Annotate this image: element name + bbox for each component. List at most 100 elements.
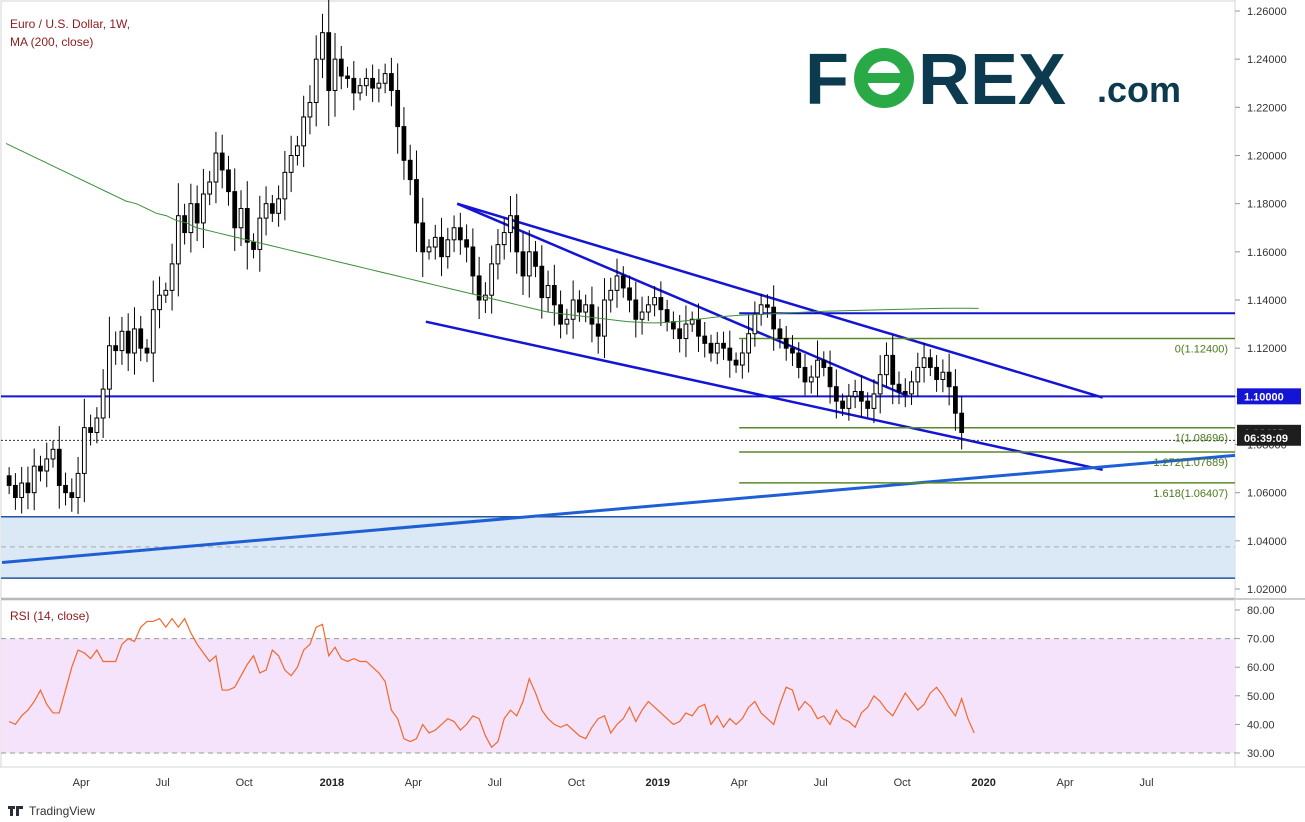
price-badges-layer: 1.100001.0848506:39:09	[1237, 388, 1301, 446]
candle-body	[733, 359, 739, 366]
candle-body	[232, 191, 238, 229]
tradingview-icon	[8, 806, 24, 816]
time-tick-label: 2019	[645, 777, 669, 789]
candle-body	[790, 347, 795, 354]
candle-body	[345, 75, 350, 79]
candle-body	[326, 32, 332, 91]
candle-body	[909, 381, 914, 395]
candle-body	[25, 482, 31, 494]
rsi-tick-label: 70.00	[1247, 634, 1275, 646]
time-tick-label: Oct	[568, 777, 585, 789]
candle-body	[157, 294, 162, 311]
rsi-line	[8, 617, 975, 749]
candle-body	[921, 357, 927, 368]
price-tick-label: 1.06000	[1247, 488, 1287, 500]
candle-body	[796, 352, 802, 368]
rsi-tick-label: 30.00	[1247, 748, 1275, 760]
candle-body	[6, 475, 12, 486]
candle-body	[877, 374, 883, 395]
candle-body	[564, 318, 570, 325]
candle-body	[457, 227, 463, 241]
candle-body	[545, 285, 551, 299]
price-badge-label: 06:39:09	[1244, 433, 1288, 445]
candle-body	[652, 297, 657, 306]
ma-layer	[5, 143, 979, 324]
candle-body	[395, 89, 401, 128]
candle-body	[727, 347, 733, 361]
candle-body	[50, 448, 56, 460]
candle-body	[815, 359, 820, 378]
candle-body	[577, 299, 582, 313]
candle-body	[777, 328, 783, 340]
candle-body	[752, 313, 758, 335]
candle-body	[940, 371, 946, 380]
candle-body	[420, 222, 426, 253]
candle-body	[219, 152, 225, 171]
price-tick-label: 1.20000	[1247, 151, 1287, 163]
candle-body	[69, 492, 75, 498]
candle-body	[765, 304, 770, 308]
candle-body	[307, 102, 313, 118]
rsi-tick-label: 40.00	[1247, 719, 1275, 731]
price-tick-label: 1.02000	[1247, 584, 1287, 596]
logo-suffix: .com	[1097, 69, 1181, 110]
fib-label: 1(1.08696)	[1175, 433, 1228, 445]
candle-body	[664, 309, 670, 323]
candle-body	[683, 323, 689, 340]
candle-body	[702, 335, 708, 344]
price-badge	[1237, 429, 1301, 446]
candle-body	[514, 215, 520, 253]
forex-logo: F REX .com	[805, 40, 1181, 120]
fib-label: 1.272(1.07689)	[1153, 457, 1228, 469]
price-badge	[1237, 388, 1301, 405]
wedge-lower-trendline	[425, 320, 1103, 472]
candle-body	[226, 169, 231, 193]
price-tick-label: 1.22000	[1247, 102, 1287, 114]
candle-body	[370, 77, 375, 89]
fib-label-layer: 0(1.12400) 1(1.08696) 1.272(1.07689) 1.618(…	[1153, 344, 1228, 500]
candle-body	[821, 359, 827, 368]
time-tick-label: Oct	[236, 777, 253, 789]
candle-body	[382, 73, 388, 84]
chart-title: Euro / U.S. Dollar, 1W,	[10, 17, 130, 31]
candle-body	[163, 289, 169, 296]
candle-body	[827, 366, 833, 388]
fib-label: 1.618(1.06407)	[1153, 488, 1228, 500]
candle-body	[658, 297, 664, 311]
tradingview-footer[interactable]: TradingView	[8, 800, 95, 822]
price-tick-label: 1.04000	[1247, 536, 1287, 548]
candle-body	[75, 472, 81, 498]
candle-body	[332, 58, 338, 91]
candle-body	[714, 342, 720, 354]
candle-body	[689, 318, 695, 325]
candle-body	[840, 400, 845, 409]
time-tick-label: Apr	[73, 777, 90, 789]
candle-body	[257, 217, 263, 250]
fib-label: 0(1.12400)	[1175, 344, 1228, 356]
candle-body	[645, 304, 651, 313]
candle-body	[63, 484, 68, 494]
candle-body	[758, 304, 764, 315]
candle-body	[276, 198, 281, 214]
logo-f: F	[805, 40, 849, 120]
candle-body	[896, 383, 902, 393]
candle-body	[376, 82, 382, 89]
candle-body	[890, 354, 896, 385]
main-pane[interactable]	[0, 0, 1236, 599]
candle-body	[301, 116, 307, 147]
candle-body	[132, 328, 137, 354]
time-tick-label: Jul	[814, 777, 828, 789]
price-badge-label: 1.10000	[1244, 391, 1284, 403]
candle-body	[169, 263, 175, 291]
candle-body	[125, 330, 131, 354]
candle-body	[746, 333, 751, 354]
candle-body	[407, 159, 413, 181]
candle-body	[56, 448, 62, 486]
candle-body	[589, 304, 595, 325]
candle-body	[207, 181, 213, 195]
candle-body	[739, 352, 745, 366]
time-tick-label: Apr	[731, 777, 748, 789]
annotation-layer	[1, 202, 1236, 565]
candle-body	[201, 193, 206, 224]
